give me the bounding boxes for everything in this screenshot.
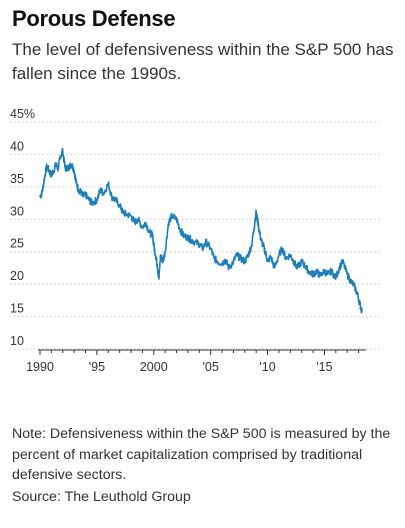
y-tick-label-20: 20 <box>10 269 24 283</box>
y-tick-label-35: 35 <box>10 172 24 186</box>
chart-title: Porous Defense <box>12 6 176 31</box>
chart-note: Note: Defensiveness within the S&P 500 i… <box>12 426 391 483</box>
x-tick-label-2010: '10 <box>259 360 275 374</box>
x-tick-label-1990: 1990 <box>26 360 54 374</box>
x-tick-label-2015: '15 <box>316 360 332 374</box>
y-tick-label-45: 45% <box>10 107 35 121</box>
x-tick-label-2005: '05 <box>203 360 219 374</box>
chart-source: Source: The Leuthold Group <box>12 489 191 505</box>
x-axis-labels: 1990 '95 2000 '05 '10 '15 <box>26 360 333 374</box>
line-chart: 10 15 20 25 30 35 40 45% 1990 '95 2000 '05 '10 '15 <box>10 107 380 374</box>
series-line <box>39 147 363 314</box>
y-tick-label-30: 30 <box>10 204 24 218</box>
chart-subtitle: The level of defensiveness within the S&… <box>12 40 394 83</box>
x-tick-label-1995: '95 <box>89 360 105 374</box>
y-tick-label-25: 25 <box>10 237 24 251</box>
gridlines <box>10 121 380 350</box>
x-axis <box>38 349 366 355</box>
y-axis-labels: 10 15 20 25 30 35 40 45% <box>10 107 35 348</box>
y-tick-label-15: 15 <box>10 302 24 316</box>
y-tick-label-10: 10 <box>10 334 24 348</box>
y-tick-label-40: 40 <box>10 139 24 153</box>
x-tick-label-2000: 2000 <box>140 360 168 374</box>
series-layer <box>39 147 363 314</box>
